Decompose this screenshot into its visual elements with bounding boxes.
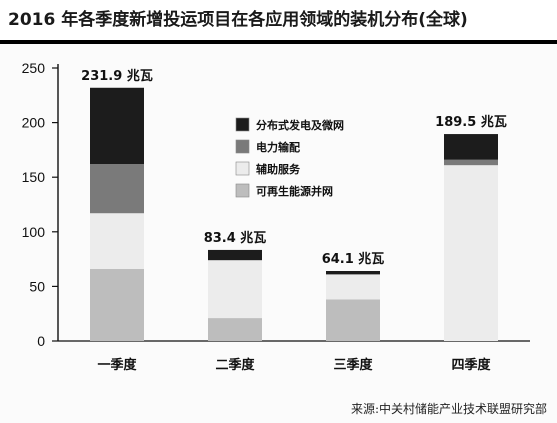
y-tick-label: 250 [22, 60, 46, 76]
bar-segment [444, 165, 498, 341]
x-category-label: 一季度 [97, 357, 137, 373]
bar-total-label: 189.5 兆瓦 [435, 114, 507, 130]
y-tick-label: 0 [37, 333, 45, 349]
x-category-label: 三季度 [333, 357, 373, 373]
bar-total-label: 231.9 兆瓦 [81, 68, 153, 84]
x-category-label: 二季度 [215, 357, 255, 373]
y-tick-label: 200 [22, 115, 46, 131]
bar-segment [90, 87, 144, 165]
legend-label: 辅助服务 [256, 162, 301, 176]
title-bar: 2016 年各季度新增投运项目在各应用领域的装机分布(全球) [0, 0, 557, 40]
bar-segment [444, 159, 498, 166]
y-tick-label: 150 [22, 169, 46, 185]
legend-swatch [235, 183, 250, 198]
bar-segment [208, 318, 262, 341]
x-category-label: 四季度 [451, 357, 491, 373]
title-underline [0, 40, 557, 44]
bar-segment [208, 260, 262, 319]
bar-segment [326, 299, 380, 341]
legend-swatch [235, 139, 250, 154]
bar-segment [90, 268, 144, 341]
legend-label: 电力输配 [256, 140, 300, 154]
bar-segment [444, 134, 498, 160]
y-tick-label: 100 [22, 224, 46, 240]
bar-total-label: 83.4 兆瓦 [204, 230, 267, 246]
bar-segment [326, 274, 380, 300]
legend-swatch [235, 161, 250, 176]
y-tick-label: 50 [29, 278, 45, 294]
legend-label: 分布式发电及微网 [256, 118, 344, 132]
bar-segment [326, 271, 380, 275]
source-note: 来源:中关村储能产业技术联盟研究部 [350, 402, 547, 416]
bar-segment [90, 213, 144, 269]
bar-total-label: 64.1 兆瓦 [322, 251, 385, 267]
chart-title: 2016 年各季度新增投运项目在各应用领域的装机分布(全球) [8, 10, 468, 30]
legend-swatch [235, 117, 250, 132]
legend-label: 可再生能源并网 [256, 184, 333, 198]
bar-segment [90, 164, 144, 214]
bar-segment [208, 249, 262, 261]
